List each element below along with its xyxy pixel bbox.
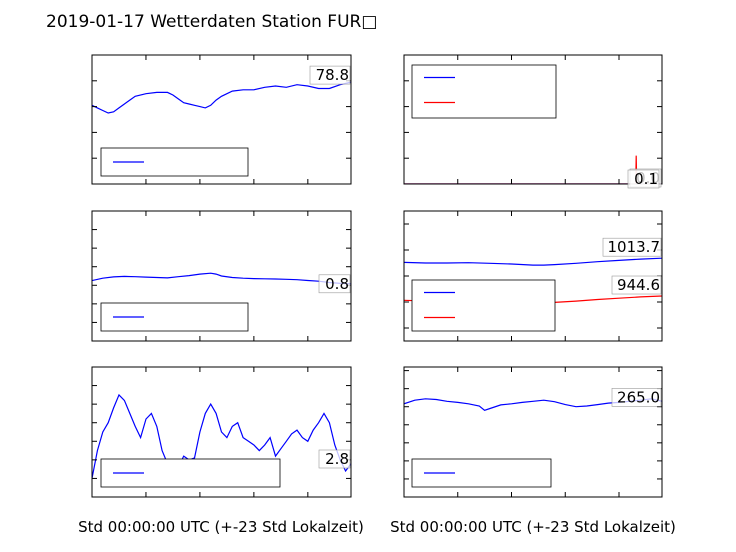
- x-axis-label-right: Std 00:00:00 UTC (+-23 Std Lokalzeit): [390, 518, 676, 536]
- axes-frame: [91, 366, 352, 498]
- annotation-box: [602, 237, 662, 257]
- annotation-box: [627, 169, 660, 189]
- axes-frame: [91, 210, 352, 342]
- axes-frame: [403, 54, 663, 185]
- series-line-lufttemperatur: [92, 272, 351, 285]
- annotation-box: [611, 388, 662, 407]
- subplot-grid: 78.8 0.00.1 0.8 1013.7 944.6 2.8 265.0: [91, 54, 663, 498]
- annotation-box: [318, 274, 351, 294]
- series-line-rel-luftfeuchte: [92, 81, 351, 114]
- legend-box: [411, 64, 557, 119]
- x-axis-label-left: Std 00:00:00 UTC (+-23 Std Lokalzeit): [78, 518, 364, 536]
- subplot-middle-right: 1013.7 944.6: [403, 210, 663, 342]
- subplot-bottom-right: 265.0: [403, 366, 663, 498]
- annotation-box: [318, 449, 351, 469]
- subplot-top-left: 78.8: [91, 54, 352, 185]
- last-value-annotation: 1013.7: [608, 238, 661, 256]
- axes-frame: [91, 54, 352, 185]
- series-line-windgeschwindigkeit: [92, 393, 351, 480]
- legend-box: [411, 279, 556, 332]
- series-line-niederschlagsrate: [404, 155, 662, 184]
- annotation-box: [309, 65, 351, 85]
- last-value-annotation: 0.1: [634, 170, 658, 188]
- subplot-middle-left: 0.8: [91, 210, 352, 342]
- last-value-annotation: 0.8: [325, 275, 349, 293]
- subplot-bottom-left: 2.8: [91, 366, 352, 498]
- last-value-annotation: 78.8: [316, 66, 349, 84]
- subplot-top-right: 0.00.1: [403, 54, 663, 189]
- axes-frame: [403, 366, 663, 498]
- annotation-box: [611, 275, 662, 295]
- chart-title: 2019-01-17 Wetterdaten Station FUR□: [46, 12, 377, 32]
- series-line-red-luftdruck: [404, 257, 662, 266]
- last-value-annotation: 944.6: [617, 276, 660, 294]
- last-value-annotation: 2.8: [325, 450, 349, 468]
- last-value-annotation: 265.0: [617, 388, 660, 406]
